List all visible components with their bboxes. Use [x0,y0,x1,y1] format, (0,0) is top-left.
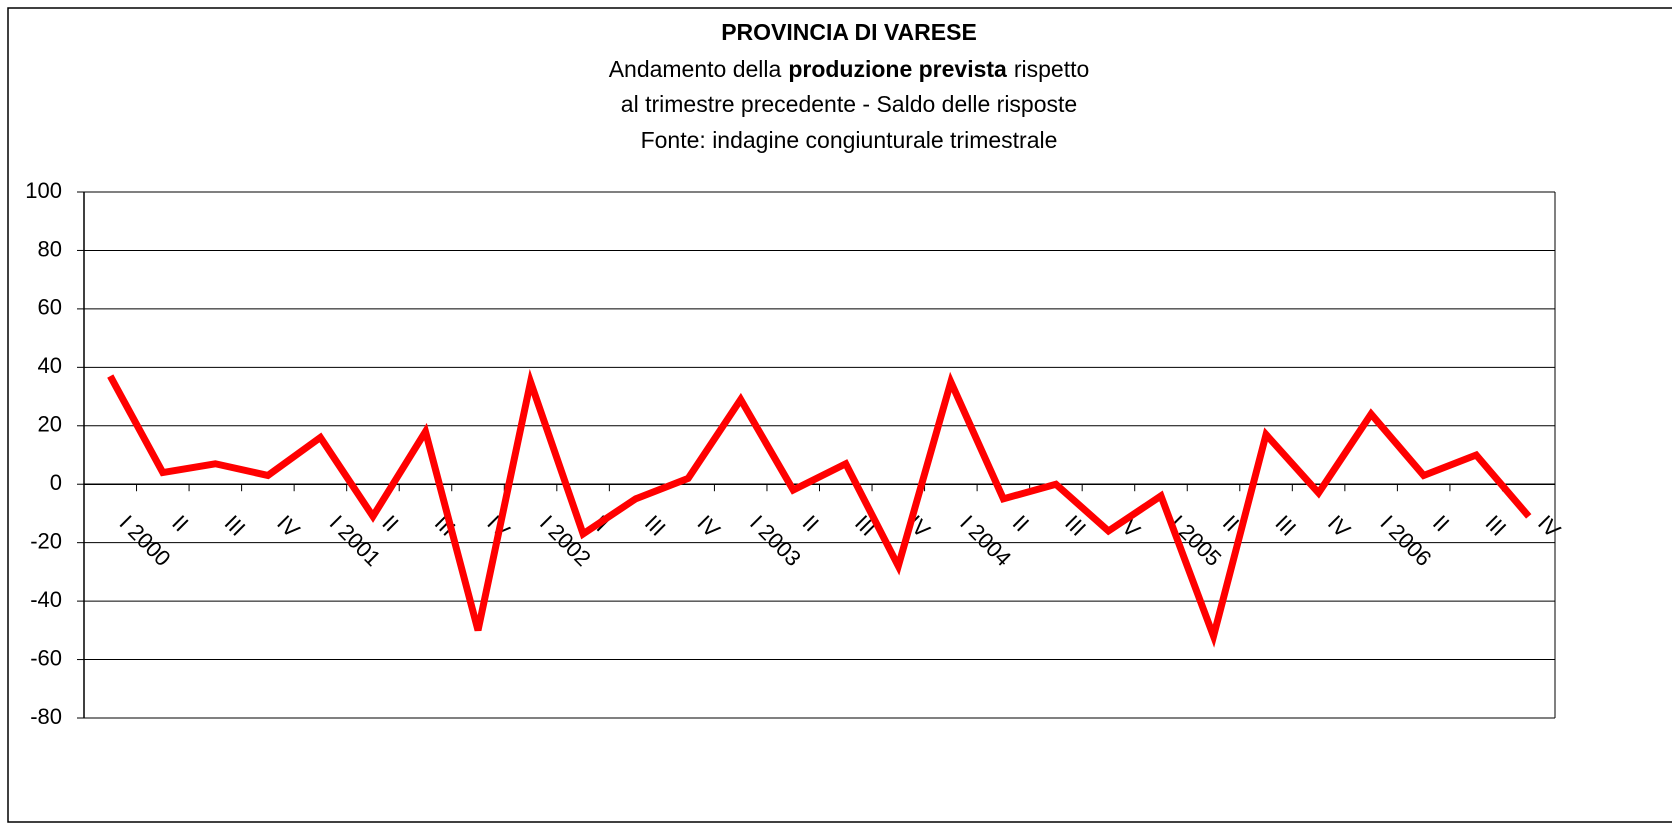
x-tick-label: I 2003 [745,510,806,571]
x-tick-label: II [1428,510,1454,536]
x-tick-label: III [1481,510,1512,541]
chart-subtitle: Andamento della produzione prevista rispet… [609,56,1090,82]
x-tick-label: I 2000 [115,510,176,571]
x-tick-label: III [220,510,251,541]
y-tick-label: 60 [38,295,62,320]
x-tick-label: I 2004 [955,510,1016,571]
x-tick-label: I 2002 [535,510,596,571]
chart-subtitle: Fonte: indagine congiunturale trimestral… [641,127,1058,153]
y-tick-label: -80 [30,704,62,729]
y-tick-label: 40 [38,353,62,378]
y-tick-label: -60 [30,645,62,670]
y-tick-label: 80 [38,236,62,261]
chart-subtitle: al trimestre precedente - Saldo delle ri… [621,91,1077,117]
subtitle-part: produzione prevista [788,56,1007,82]
y-tick-label: -40 [30,587,62,612]
x-tick-label: III [640,510,671,541]
y-tick-label: 100 [25,178,62,203]
x-tick-label: II [798,510,824,536]
chart-title: PROVINCIA DI VARESE [721,19,977,45]
x-tick-label: IV [272,510,305,543]
x-tick-label: IV [1533,510,1566,543]
y-tick-label: 20 [38,412,62,437]
subtitle-part: Andamento della [609,56,782,82]
x-tick-label: IV [1323,510,1356,543]
x-tick-label: II [167,510,193,536]
x-tick-label: I 2006 [1375,510,1436,571]
subtitle-part: rispetto [1014,56,1089,82]
data-line [107,368,1532,648]
chart-border [7,7,1672,823]
x-tick-label: II [1008,510,1034,536]
y-tick-label: -20 [30,528,62,553]
x-tick-label: I 2001 [325,510,386,571]
y-tick-label: 0 [50,470,62,495]
x-tick-label: III [1270,510,1301,541]
x-tick-label: II [377,510,403,536]
x-tick-label: IV [693,510,726,543]
